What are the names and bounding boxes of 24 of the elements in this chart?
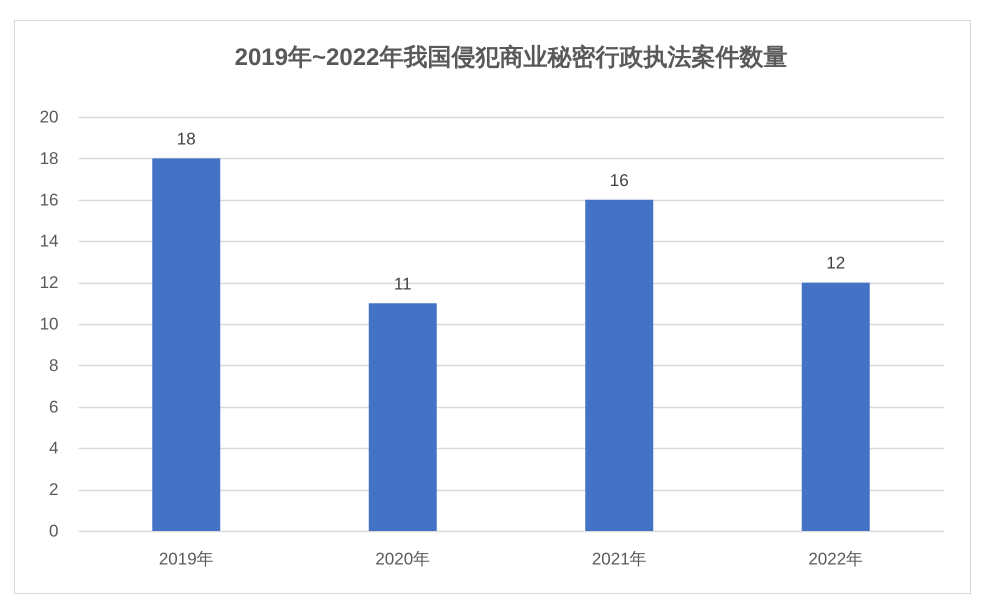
x-tick-label: 2021年 xyxy=(592,550,647,568)
y-tick-label: 18 xyxy=(40,148,58,168)
bar xyxy=(585,200,654,531)
y-tick-label: 16 xyxy=(40,190,58,210)
y-tick-label: 14 xyxy=(40,232,58,251)
x-tick-label: 2020年 xyxy=(375,550,430,568)
y-tick-label: 20 xyxy=(40,108,58,126)
chart-title: 2019年~2022年我国侵犯商业秘密行政执法案件数量 xyxy=(234,43,788,71)
data-label: 12 xyxy=(826,254,846,273)
y-tick-label: 12 xyxy=(40,273,58,292)
x-tick-label: 2022年 xyxy=(808,550,864,568)
bar xyxy=(802,282,870,531)
y-tick-label: 0 xyxy=(49,522,58,540)
y-tick-label: 8 xyxy=(49,356,58,375)
data-label: 16 xyxy=(610,170,629,190)
y-tick-label: 4 xyxy=(49,438,58,458)
bar xyxy=(152,158,220,531)
data-label: 11 xyxy=(394,274,412,294)
y-tick-label: 10 xyxy=(40,314,58,334)
y-tick-label: 6 xyxy=(49,397,58,416)
y-tick-label: 2 xyxy=(49,480,58,500)
bar xyxy=(368,303,437,531)
x-tick-label: 2019年 xyxy=(158,550,214,568)
data-label: 18 xyxy=(176,129,196,148)
